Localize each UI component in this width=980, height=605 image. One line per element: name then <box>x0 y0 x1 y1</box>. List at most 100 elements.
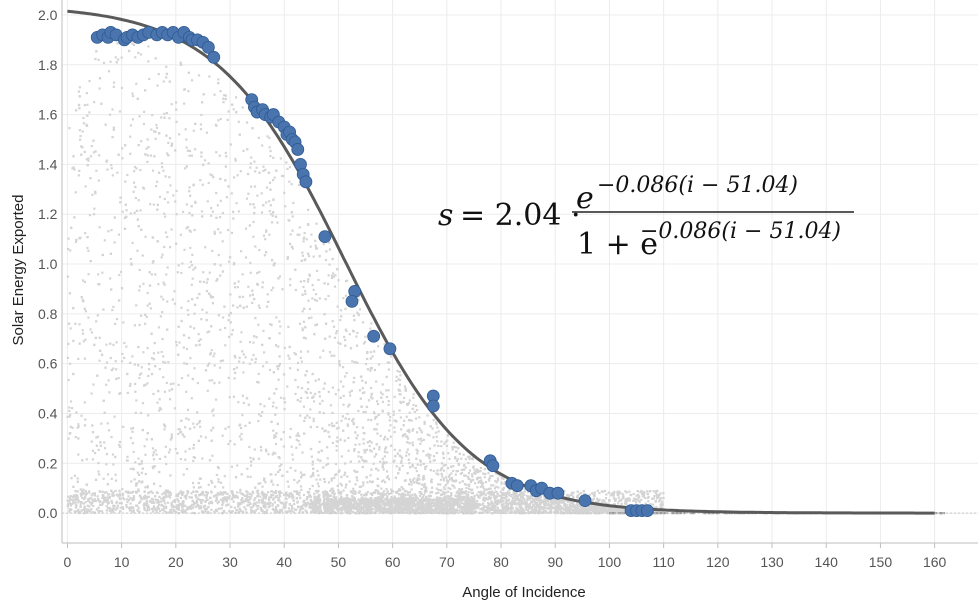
background-point <box>562 501 565 504</box>
background-point <box>373 455 376 458</box>
background-point <box>66 499 69 502</box>
background-point <box>299 350 303 353</box>
background-point <box>390 495 393 499</box>
background-point <box>232 496 235 499</box>
background-point <box>157 351 160 354</box>
background-point <box>614 499 617 502</box>
background-point <box>437 430 440 433</box>
background-point <box>301 511 304 514</box>
background-point <box>287 354 290 357</box>
grid <box>62 0 978 543</box>
background-point <box>182 504 185 507</box>
background-point <box>323 506 326 509</box>
background-point <box>312 288 315 291</box>
background-point <box>213 352 216 355</box>
background-point <box>272 198 275 201</box>
background-point <box>523 498 526 501</box>
background-point <box>100 353 104 357</box>
background-point <box>456 495 460 498</box>
background-point <box>288 219 291 222</box>
background-point <box>168 496 172 499</box>
background-point <box>643 492 646 495</box>
background-point <box>162 298 165 301</box>
background-point <box>66 275 70 278</box>
background-point <box>151 447 155 450</box>
background-point <box>429 491 432 494</box>
background-point <box>86 511 89 514</box>
background-point <box>77 357 80 361</box>
background-point <box>444 476 448 479</box>
background-point <box>460 468 463 471</box>
background-point <box>590 504 593 508</box>
background-point <box>563 489 566 493</box>
background-point <box>110 477 113 480</box>
background-point <box>583 509 586 512</box>
background-point <box>327 390 330 393</box>
background-point <box>77 174 80 177</box>
background-point <box>271 504 274 507</box>
background-point <box>350 491 353 494</box>
background-point <box>234 356 237 359</box>
background-point <box>428 447 432 450</box>
background-point <box>172 500 175 503</box>
background-point <box>103 239 106 242</box>
background-point <box>133 170 136 173</box>
background-point <box>213 364 216 367</box>
background-point <box>344 486 347 489</box>
background-point <box>471 498 474 502</box>
background-point <box>398 378 402 382</box>
background-point <box>435 423 438 426</box>
background-point <box>158 195 162 199</box>
background-point <box>79 503 82 506</box>
background-point <box>86 504 89 507</box>
background-point <box>379 434 382 437</box>
background-point <box>186 492 189 495</box>
background-point <box>376 496 379 499</box>
background-point <box>415 448 418 451</box>
background-point <box>149 307 153 310</box>
background-point <box>173 509 176 513</box>
background-point <box>83 104 86 107</box>
background-point <box>542 509 545 512</box>
background-point <box>105 383 108 386</box>
background-point <box>484 509 487 512</box>
background-point <box>189 357 192 360</box>
background-point <box>87 273 90 276</box>
background-point <box>490 484 493 487</box>
background-point <box>238 356 241 359</box>
background-point <box>203 159 207 162</box>
background-point <box>133 324 136 327</box>
background-point <box>253 448 256 451</box>
background-point <box>369 492 372 495</box>
background-point <box>424 467 427 471</box>
background-point <box>467 494 470 497</box>
background-point <box>230 333 233 336</box>
background-point <box>229 510 232 514</box>
background-point <box>305 496 309 499</box>
background-point <box>358 485 361 488</box>
background-point <box>489 474 492 478</box>
background-point <box>603 499 606 502</box>
background-point <box>250 156 253 159</box>
background-point <box>249 261 252 265</box>
background-point <box>169 492 172 495</box>
background-point <box>304 337 307 340</box>
background-point <box>441 451 445 454</box>
background-point <box>652 506 655 509</box>
background-point <box>413 410 416 413</box>
background-point <box>291 247 294 250</box>
background-point <box>346 423 349 426</box>
background-point <box>344 328 347 331</box>
background-point <box>366 350 369 354</box>
background-point <box>168 490 171 494</box>
background-point <box>115 317 119 321</box>
background-point <box>493 487 497 490</box>
background-point <box>187 374 190 377</box>
background-point <box>601 499 604 502</box>
background-point <box>336 436 339 439</box>
background-point <box>356 331 359 335</box>
background-point <box>293 508 296 511</box>
background-point <box>291 493 294 497</box>
background-point <box>80 493 83 496</box>
background-point <box>335 421 338 424</box>
